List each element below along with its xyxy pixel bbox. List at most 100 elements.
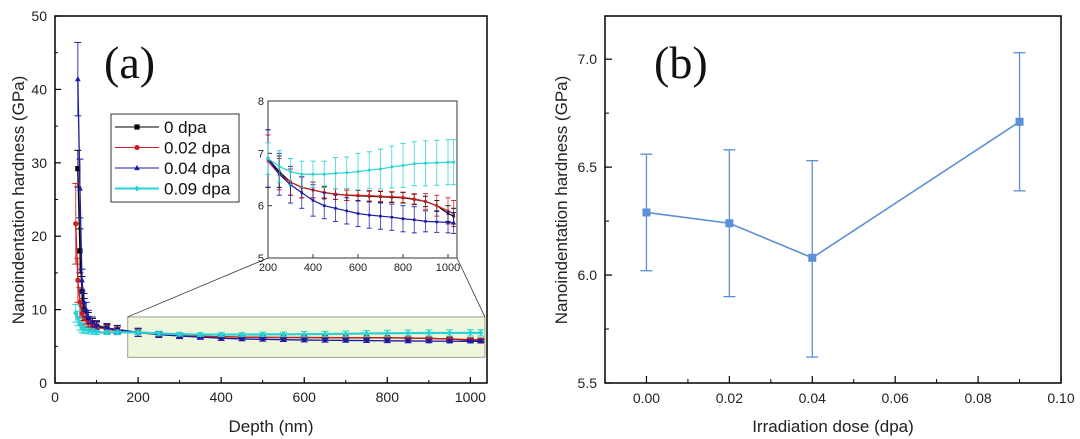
inset-data-point	[424, 200, 427, 203]
data-point	[135, 329, 141, 336]
data-point	[322, 337, 328, 343]
data-point	[156, 330, 162, 337]
data-point	[642, 208, 651, 217]
data-point	[81, 299, 87, 305]
legend-item: 0.09 dpa	[115, 180, 231, 199]
legend-item: 0.04 dpa	[115, 159, 231, 178]
y-tick-label: 30	[31, 155, 47, 171]
x-tick-label: 1000	[455, 389, 486, 405]
inset-data-point	[345, 209, 349, 213]
data-point	[384, 330, 390, 337]
data-point	[725, 219, 734, 228]
inset-data-point	[322, 204, 326, 207]
data-point	[260, 331, 266, 338]
legend-box	[110, 113, 240, 203]
x-tick-label: 600	[293, 389, 317, 405]
data-point	[467, 329, 473, 336]
data-point	[79, 324, 85, 332]
chart-b: 0.00 0.02 0.04 0.06 0.08 0.10 5.5 6.0 6.5 7.0 (b)…	[552, 15, 1075, 436]
data-point	[114, 329, 120, 336]
inset-data-point	[401, 164, 405, 167]
series-0.04-dpa	[74, 41, 485, 344]
data-point	[74, 76, 81, 82]
series-line	[74, 312, 481, 336]
chart-b-panel-label: (b)	[654, 37, 708, 88]
inset-data-point	[300, 191, 304, 194]
x-tick-label: 0.10	[1047, 390, 1074, 406]
inset-data-point	[412, 162, 416, 166]
y-tick-label: 6.0	[578, 267, 598, 283]
data-point	[89, 318, 96, 325]
series-line	[77, 79, 481, 343]
data-point	[446, 338, 453, 344]
data-point	[1015, 117, 1024, 126]
inset-data-point	[390, 215, 394, 219]
x-tick-label: 0.04	[799, 390, 826, 406]
series-0.09-dpa	[72, 303, 485, 338]
inset-data-point	[412, 218, 416, 222]
data-point	[77, 248, 83, 254]
inset-data-point	[379, 214, 382, 218]
x-tick-label: 0	[51, 389, 59, 405]
legend-marker	[134, 185, 140, 192]
y-tick-label: 20	[31, 228, 47, 244]
data-point	[75, 166, 81, 172]
data-point	[197, 331, 203, 338]
inset-data-point	[345, 193, 349, 197]
inset-data-point	[390, 195, 394, 199]
inset-data-point	[300, 172, 304, 176]
inset-data-point	[367, 213, 371, 217]
inset-data-point	[334, 192, 337, 196]
inset-data-point	[356, 193, 360, 197]
data-point	[363, 337, 370, 343]
inset-data-point	[356, 170, 360, 173]
inset-data-point	[401, 217, 405, 221]
chart-b-x-axis-title: Irradiation dose (dpa)	[752, 417, 914, 436]
data-point	[467, 338, 474, 344]
inset-data-point	[452, 160, 455, 164]
inset-data-point	[446, 221, 450, 224]
inset-data-point	[424, 220, 427, 223]
data-point	[73, 310, 79, 317]
inset-data-point	[356, 212, 360, 215]
inset-series-line	[267, 160, 454, 215]
inset-series-line	[267, 158, 454, 175]
inset-series-0.04-dpa	[265, 129, 457, 234]
x-tick-label: 0.00	[633, 390, 660, 406]
series-line	[646, 121, 1020, 259]
data-point	[239, 335, 245, 342]
chart-a-series	[72, 41, 485, 344]
data-point	[85, 327, 91, 335]
chart-a: 200 400 600 800 1000 5 6 7 8 0 200 400 600 800 1000 0 1…	[9, 8, 488, 436]
inset-data-point	[446, 209, 450, 213]
inset-x-tick-label: 1000	[436, 262, 460, 274]
x-tick-label: 400	[209, 389, 233, 405]
legend-label: 0 dpa	[164, 118, 207, 137]
data-point	[322, 330, 328, 338]
chart-b-y-axis-title: Nanoindentation hardness (GPa)	[552, 76, 571, 325]
y-tick-label: 10	[31, 302, 47, 318]
data-point	[93, 329, 100, 336]
inset-data-point	[379, 167, 382, 171]
x-tick-label: 0.08	[964, 390, 991, 406]
inset-data-point	[446, 160, 450, 164]
inset-data-point	[345, 171, 349, 174]
inset-data-point	[367, 194, 371, 198]
legend-marker	[134, 124, 140, 130]
data-point	[73, 221, 79, 227]
legend-label: 0.04 dpa	[164, 159, 231, 178]
y-tick-label: 7.0	[578, 51, 598, 67]
zoom-connector-right	[456, 257, 486, 318]
data-point	[81, 326, 87, 333]
data-point	[104, 329, 110, 336]
data-point	[405, 329, 411, 337]
data-point	[280, 331, 287, 338]
data-point	[425, 338, 432, 344]
inset-data-point	[367, 168, 371, 172]
zoom-connector-left	[127, 257, 269, 318]
data-point	[218, 331, 224, 338]
y-tick-label: 5.5	[578, 375, 598, 391]
inset-data-point	[334, 206, 337, 210]
inset-x-tick-label: 800	[394, 262, 412, 274]
data-point	[405, 337, 411, 344]
